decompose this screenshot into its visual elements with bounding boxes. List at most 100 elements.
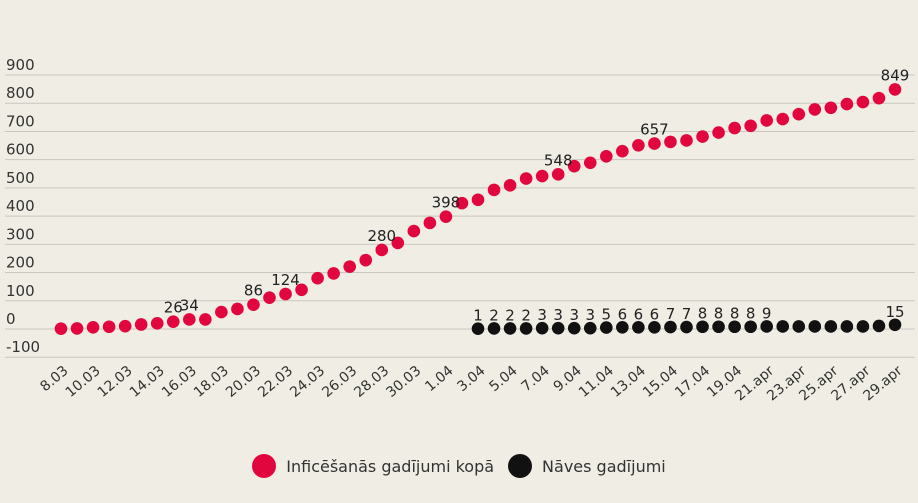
data-point-infections [600,149,613,163]
data-point-infections [295,283,308,297]
data-point-infections [648,137,661,150]
data-point-deaths [487,322,501,335]
data-point-infections [872,91,886,105]
data-point-deaths [728,320,741,334]
y-tick-label: 900 [6,56,35,74]
data-point-deaths [600,321,613,334]
x-tick-label: 14.03 [127,363,168,401]
data-point-deaths [616,321,629,334]
y-tick-label: 700 [6,112,35,130]
legend-swatch-infections [252,454,277,478]
data-label-deaths: 6 [650,305,660,323]
data-point-infections [567,159,581,173]
data-point-infections [263,291,276,304]
data-point-deaths [824,320,838,333]
y-tick-label: 400 [6,197,35,215]
y-tick-label: 100 [6,282,35,300]
data-label-deaths: 8 [746,305,756,323]
data-point-infections [696,130,709,143]
data-point-infections [327,267,340,280]
data-point-infections [487,183,501,197]
data-point-deaths [840,320,854,333]
data-label-infections: 280 [367,227,396,245]
y-tick-label: 200 [6,254,35,272]
data-label-deaths: 3 [585,306,595,324]
y-tick-label: 500 [6,169,35,187]
y-tick-label: 600 [6,141,35,159]
data-point-infections [54,322,68,336]
data-point-infections [455,196,469,210]
data-point-infections [118,319,132,333]
data-point-infections [744,119,757,133]
legend-item-infections: Inficēšanās gadījumi kopā [252,454,494,478]
data-point-infections [102,320,116,334]
data-label-deaths: 6 [618,305,628,323]
data-label-deaths: 1 [473,307,483,325]
data-point-infections [70,322,84,335]
x-tick-label: 3.04 [454,363,488,395]
data-label-infections: 34 [180,296,199,314]
x-tick-label: 26.03 [319,363,360,401]
data-point-infections [728,121,741,135]
data-label-deaths: 2 [505,306,515,324]
data-point-deaths [648,321,661,334]
data-label-deaths: 8 [698,305,708,323]
data-point-deaths [471,322,485,336]
data-point-infections [215,305,228,319]
data-label-infections: 86 [244,282,263,300]
data-label-deaths: 3 [553,306,563,324]
data-point-deaths [792,320,806,333]
legend-item-deaths: Nāves gadījumi [508,454,666,478]
data-point-infections [776,112,790,126]
data-point-infections [86,321,100,334]
data-label-deaths: 7 [682,305,692,323]
data-point-infections [632,138,645,152]
data-point-deaths [856,320,870,333]
data-point-infections [680,134,693,147]
data-point-infections [391,236,405,250]
data-point-deaths [712,320,725,334]
data-point-infections [503,179,517,192]
data-label-infections: 548 [544,151,573,169]
data-point-deaths [744,320,757,334]
data-point-deaths [664,320,677,334]
data-label-deaths: 8 [730,305,740,323]
data-label-infections: 124 [271,271,300,289]
x-tick-label: 13.04 [608,363,649,401]
data-point-deaths [696,320,709,334]
data-label-deaths: 2 [521,306,531,324]
x-tick-label: 24.03 [287,363,328,401]
x-tick-label: 10.03 [63,363,104,401]
data-point-infections [840,97,854,111]
data-point-infections [183,313,196,326]
data-label-infections: 398 [432,194,461,212]
data-label-deaths: 5 [602,306,612,324]
data-point-infections [888,83,902,96]
data-label-infections: 26 [164,299,183,317]
data-point-infections [199,313,212,326]
data-point-infections [375,243,389,257]
data-point-infections [407,224,421,238]
data-label-infections: 849 [881,66,910,84]
data-point-infections [471,193,485,207]
data-point-infections [664,135,677,149]
x-tick-label: 28.03 [351,363,392,401]
legend-label-deaths: Nāves gadījumi [542,456,666,476]
x-tick-label: 17.04 [672,363,713,401]
data-point-infections [423,216,437,230]
x-tick-label: 18.03 [191,363,232,401]
legend-swatch-deaths [508,454,533,478]
data-point-infections [792,107,806,121]
legend-label-infections: Inficēšanās gadījumi kopā [286,456,495,476]
data-point-infections [279,287,292,301]
x-tick-label: 22.03 [255,363,296,401]
data-point-infections [359,253,373,267]
data-point-deaths [808,320,822,333]
data-label-deaths: 2 [489,306,499,324]
y-tick-label: 300 [6,225,35,243]
x-tick-label: 12.03 [95,363,136,401]
data-label-infections: 657 [640,121,669,139]
data-label-deaths: 7 [666,305,676,323]
x-tick-label: 30.03 [383,363,424,401]
